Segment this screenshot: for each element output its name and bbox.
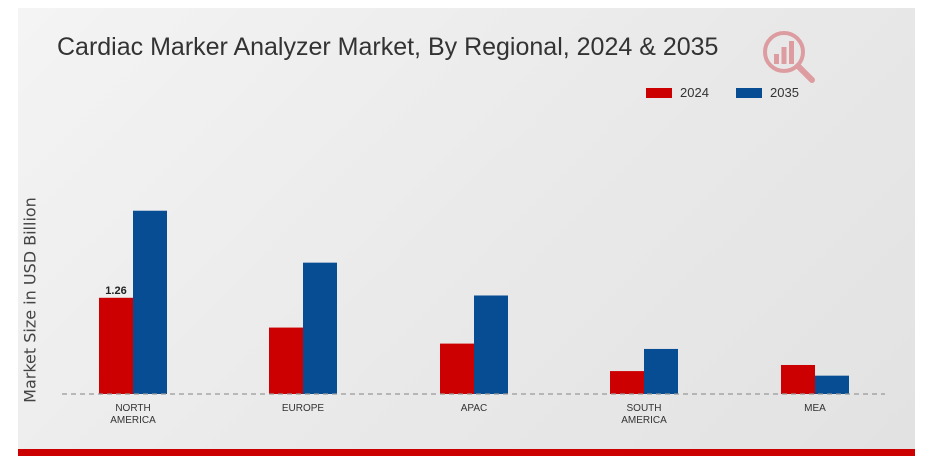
legend-item-2035: 2035 <box>736 85 799 100</box>
data-label: 1.26 <box>105 285 126 297</box>
bar-2035-mea <box>815 375 849 394</box>
bar-2024-north-america <box>99 297 133 394</box>
x-tick-label: EUROPE <box>282 403 325 414</box>
x-tick-label: MEA <box>804 403 826 414</box>
bar-2035-south-america <box>644 348 678 394</box>
bar-2024-south-america <box>610 371 644 394</box>
legend-label-2024: 2024 <box>680 85 709 100</box>
bar-2035-apac <box>474 295 508 394</box>
legend-swatch-2024 <box>646 87 672 98</box>
legend-item-2024: 2024 <box>646 85 709 100</box>
x-tick-label: APAC <box>461 403 488 414</box>
bar-2024-mea <box>781 364 815 394</box>
x-tick-label: NORTH AMERICA <box>110 403 156 426</box>
legend-label-2035: 2035 <box>770 85 799 100</box>
bar-2035-europe <box>303 262 337 394</box>
x-tick-label: SOUTH AMERICA <box>621 403 667 426</box>
legend-swatch-2035 <box>736 87 762 98</box>
chart-title: Cardiac Marker Analyzer Market, By Regio… <box>57 33 719 61</box>
bottom-accent-bar <box>18 449 915 456</box>
analytics-magnifier-logo-icon <box>763 31 815 83</box>
bar-2035-north-america <box>133 210 167 394</box>
bar-2024-apac <box>440 343 474 394</box>
bar-2024-europe <box>269 327 303 394</box>
